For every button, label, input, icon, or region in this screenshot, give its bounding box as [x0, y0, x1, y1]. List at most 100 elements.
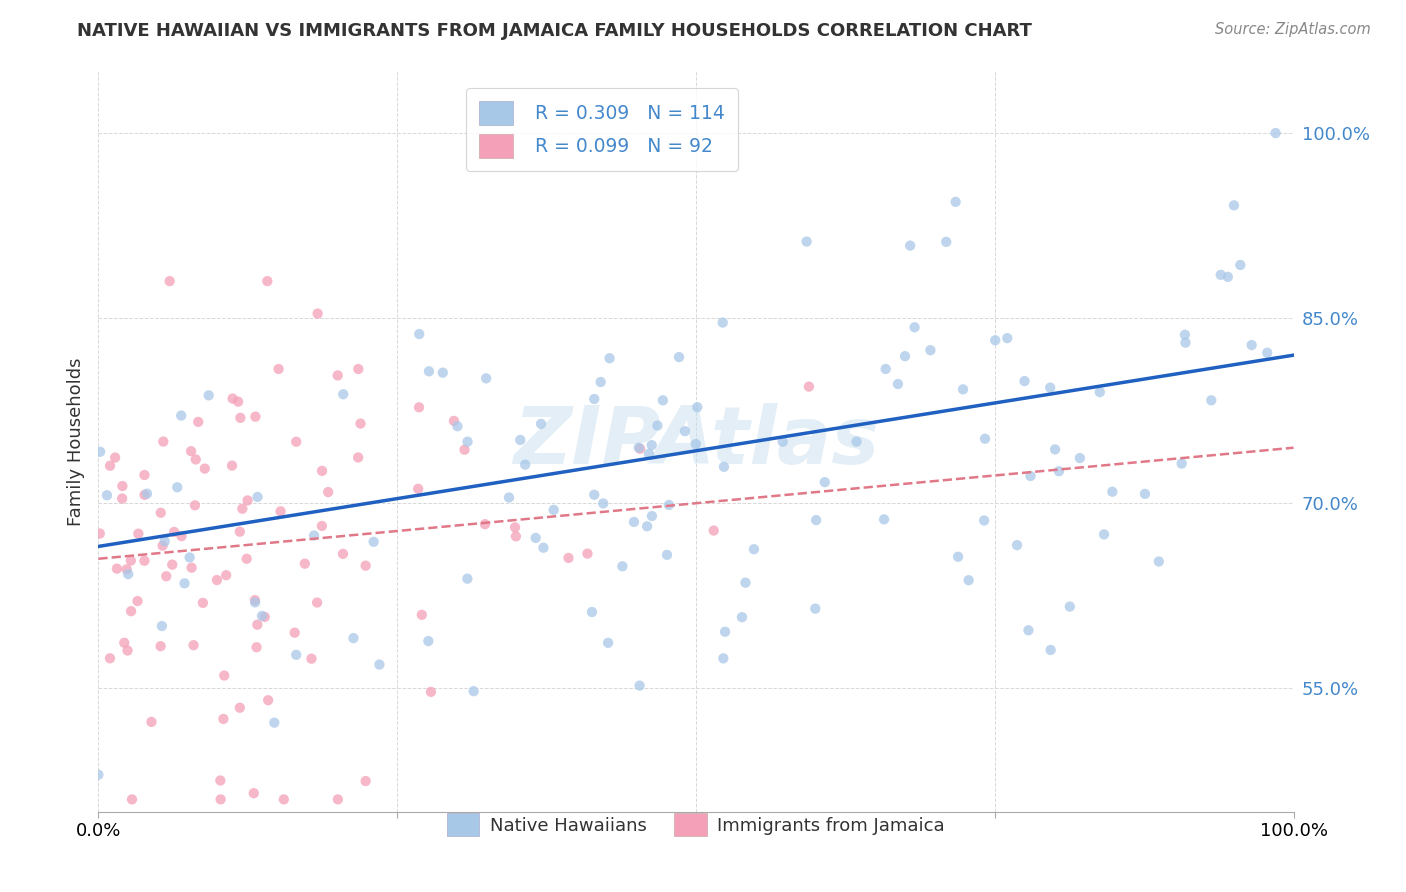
Point	[150, 619, 173, 633]
Point	[112, 636, 135, 650]
Point	[212, 668, 235, 682]
Point	[236, 493, 259, 508]
Point	[804, 513, 827, 527]
Point	[354, 774, 377, 789]
Point	[945, 194, 967, 209]
Point	[408, 401, 430, 415]
Point	[180, 444, 202, 458]
Point	[245, 640, 267, 655]
Point	[1059, 599, 1081, 614]
Point	[1039, 643, 1062, 657]
Point	[898, 238, 921, 252]
Point	[96, 488, 118, 502]
Point	[411, 607, 433, 622]
Point	[332, 547, 354, 561]
Point	[243, 593, 266, 607]
Point	[1201, 393, 1223, 408]
Point	[731, 610, 754, 624]
Point	[638, 447, 661, 461]
Point	[503, 520, 526, 534]
Point	[215, 568, 238, 582]
Point	[197, 388, 219, 402]
Point	[505, 529, 527, 543]
Point	[418, 634, 440, 648]
Point	[804, 601, 827, 615]
Point	[647, 418, 669, 433]
Point	[475, 371, 498, 385]
Point	[408, 326, 430, 341]
Point	[87, 768, 110, 782]
Point	[311, 464, 333, 478]
Point	[159, 274, 181, 288]
Point	[1017, 624, 1039, 638]
Point	[149, 639, 172, 653]
Point	[1174, 327, 1197, 342]
Point	[1101, 484, 1123, 499]
Point	[243, 786, 266, 800]
Point	[347, 362, 370, 376]
Point	[456, 572, 478, 586]
Point	[742, 542, 765, 557]
Point	[127, 594, 149, 608]
Point	[1240, 338, 1263, 352]
Point	[627, 441, 650, 455]
Point	[134, 488, 156, 502]
Point	[589, 375, 612, 389]
Point	[641, 438, 664, 452]
Point	[205, 573, 228, 587]
Point	[115, 562, 138, 576]
Point	[191, 596, 214, 610]
Point	[307, 595, 329, 609]
Point	[347, 450, 370, 465]
Point	[655, 548, 678, 562]
Point	[894, 349, 917, 363]
Point	[354, 558, 377, 573]
Point	[1223, 198, 1246, 212]
Point	[194, 461, 217, 475]
Point	[814, 475, 837, 490]
Point	[406, 482, 429, 496]
Point	[173, 576, 195, 591]
Point	[187, 415, 209, 429]
Point	[98, 458, 121, 473]
Point	[316, 485, 339, 500]
Point	[1019, 469, 1042, 483]
Point	[349, 417, 371, 431]
Point	[974, 432, 997, 446]
Point	[111, 491, 134, 506]
Point	[153, 534, 176, 549]
Point	[453, 442, 475, 457]
Point	[873, 512, 896, 526]
Point	[332, 387, 354, 401]
Text: Source: ZipAtlas.com: Source: ZipAtlas.com	[1215, 22, 1371, 37]
Point	[294, 557, 316, 571]
Point	[530, 417, 553, 431]
Point	[368, 657, 391, 672]
Point	[1170, 457, 1192, 471]
Point	[668, 350, 690, 364]
Point	[221, 392, 243, 406]
Point	[1216, 269, 1239, 284]
Point	[342, 631, 364, 645]
Point	[184, 452, 207, 467]
Point	[267, 362, 290, 376]
Text: ZIPAtlas: ZIPAtlas	[513, 402, 879, 481]
Point	[263, 715, 285, 730]
Point	[1133, 487, 1156, 501]
Point	[326, 792, 349, 806]
Point	[301, 651, 323, 665]
Point	[509, 433, 531, 447]
Point	[152, 434, 174, 449]
Point	[641, 508, 664, 523]
Point	[183, 638, 205, 652]
Point	[226, 394, 249, 409]
Point	[243, 595, 266, 609]
Point	[463, 684, 485, 698]
Point	[246, 617, 269, 632]
Point	[245, 409, 267, 424]
Point	[714, 624, 737, 639]
Point	[599, 351, 621, 366]
Point	[235, 551, 257, 566]
Point	[163, 524, 186, 539]
Point	[212, 712, 235, 726]
